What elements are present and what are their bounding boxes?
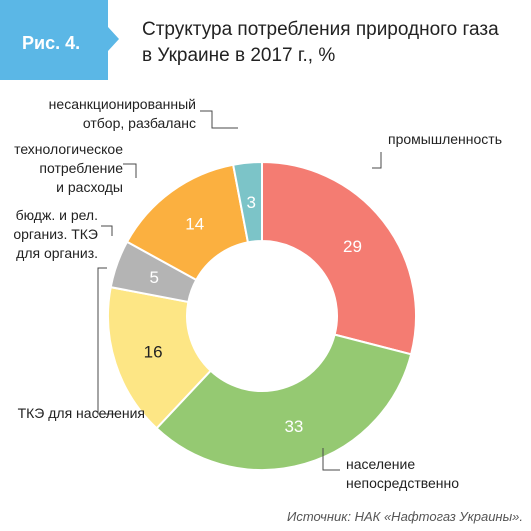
- source-note: Источник: НАК «Нафтогаз Украины».: [287, 509, 523, 524]
- category-label-households: население непосредственно: [346, 455, 459, 493]
- slice-value-households: 33: [284, 417, 303, 436]
- slice-values: 29 33 16 5 14 3: [144, 193, 362, 436]
- slice-households: [155, 333, 413, 471]
- slice-value-industry: 29: [343, 237, 362, 256]
- leader-line-technological: [123, 163, 137, 178]
- category-label-line: несанкционированный: [48, 96, 196, 112]
- slice-value-tke-households: 16: [144, 342, 163, 361]
- figure-badge: [0, 0, 119, 80]
- leader-line-tke-households: [97, 267, 118, 415]
- slice-industry: [261, 160, 417, 356]
- category-label-line: непосредственно: [346, 475, 460, 491]
- category-label-budget-orgs: бюдж. и рел. организ. ТКЭ для организ.: [13, 206, 98, 263]
- donut-slices: [107, 160, 417, 471]
- category-label-line: потребление: [39, 160, 123, 176]
- leader-lines: [97, 110, 382, 471]
- slice-value-unauthorized: 3: [246, 193, 255, 212]
- category-label-line: технологическое: [14, 141, 123, 157]
- category-label-line: население: [346, 456, 416, 472]
- category-label-line: для организ.: [16, 245, 98, 261]
- slice-value-budget-orgs: 5: [150, 268, 159, 287]
- category-label-unauthorized: несанкционированный отбор, разбаланс: [49, 95, 196, 133]
- category-label-line: отбор, разбаланс: [82, 115, 196, 131]
- figure-badge-shape: [0, 0, 119, 80]
- category-label-industry: промышленность: [388, 130, 502, 149]
- slice-unauthorized: [231, 160, 263, 244]
- leader-line-budget-orgs: [101, 225, 113, 236]
- category-label-line: бюдж. и рел.: [15, 207, 98, 223]
- category-label-line: промышленность: [388, 131, 502, 147]
- leader-line-unauthorized: [200, 110, 238, 129]
- leader-line-industry: [372, 152, 382, 169]
- slice-value-technological: 14: [185, 214, 204, 233]
- category-label-line: ТКЭ для населения: [17, 405, 145, 421]
- category-label-line: и расходы: [56, 179, 123, 195]
- chart-title-line-2: в Украине в 2017 г., %: [142, 45, 336, 66]
- category-label-tke-households: ТКЭ для населения: [18, 404, 145, 423]
- figure-number: Рис. 4.: [22, 33, 81, 53]
- category-label-line: организ. ТКЭ: [13, 226, 98, 242]
- leader-line-households: [322, 448, 340, 471]
- chart-title-line-1: Структура потребления природного газа: [142, 19, 499, 40]
- category-label-technological: технологическое потребление и расходы: [14, 140, 123, 197]
